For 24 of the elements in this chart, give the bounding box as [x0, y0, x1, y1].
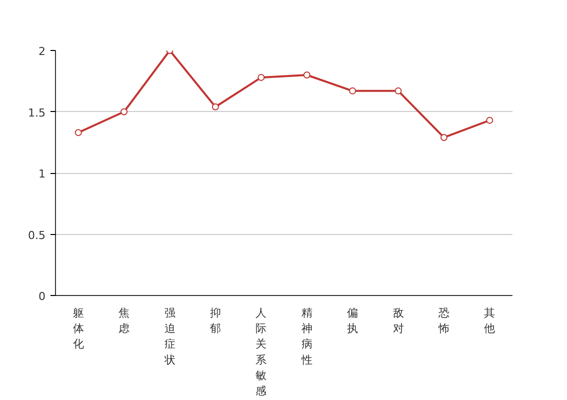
point [258, 74, 265, 81]
x-tick-label: 恐怖 [437, 306, 450, 336]
x-tick-label: 躯体化 [72, 306, 84, 351]
y-tick-label: 2 [38, 45, 46, 58]
point [212, 103, 219, 110]
y-tick-label: 0.5 [28, 228, 46, 242]
x-tick-label: 敌对 [392, 306, 404, 336]
x-tick-label: 精神病性 [300, 306, 312, 366]
point [349, 87, 356, 94]
y-tick-label: 1 [38, 168, 46, 180]
point [120, 108, 128, 116]
x-tick-label: 焦虑 [118, 306, 130, 336]
point [440, 134, 448, 141]
point [486, 116, 494, 124]
y-tick-label: 1.5 [28, 106, 46, 120]
x-tick-label: 偏执 [347, 306, 358, 336]
point [394, 87, 402, 94]
point [74, 129, 82, 136]
y-tick-label: 0 [38, 290, 46, 303]
x-tick-label: 其他 [484, 306, 496, 336]
x-tick-label: 强迫症状 [163, 306, 176, 366]
x-tick-label: 人际关系敏感 [256, 306, 267, 398]
x-tick-label: 抑郁 [210, 306, 221, 336]
point [303, 72, 310, 78]
